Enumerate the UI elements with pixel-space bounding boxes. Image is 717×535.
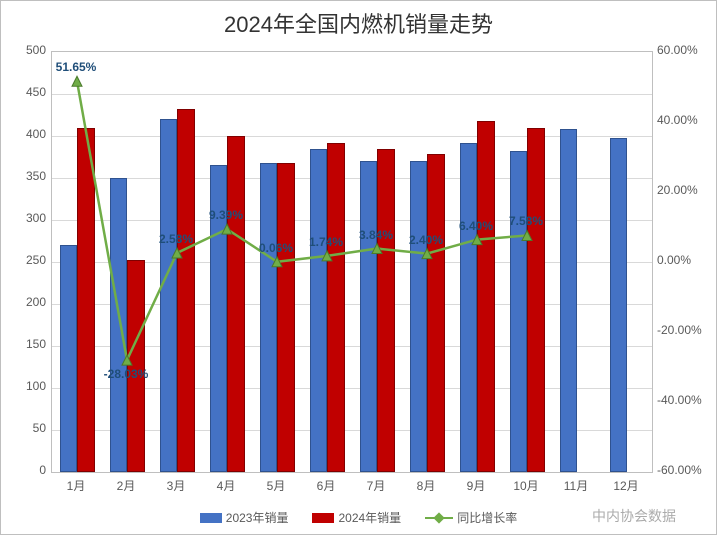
yoy-data-label: 6.40% <box>459 219 493 233</box>
yoy-marker <box>122 355 132 365</box>
yoy-data-label: 0.06% <box>259 241 293 255</box>
y-left-tick: 150 <box>11 337 46 351</box>
x-tick: 3月 <box>167 477 186 494</box>
yoy-marker <box>172 248 182 258</box>
x-tick: 2月 <box>117 477 136 494</box>
y-right-tick: 0.00% <box>657 253 691 267</box>
plot-area <box>51 51 653 473</box>
y-left-tick: 500 <box>11 43 46 57</box>
x-tick: 5月 <box>267 477 286 494</box>
x-tick: 12月 <box>613 477 638 494</box>
watermark: 中内协会数据 <box>592 506 676 526</box>
chart-title: 2024年全国内燃机销量走势 <box>1 7 716 39</box>
y-left-tick: 50 <box>11 421 46 435</box>
yoy-data-label: 2.58% <box>159 232 193 246</box>
legend-item-2023: 2023年销量 <box>200 509 289 526</box>
yoy-data-label: 9.39% <box>209 208 243 222</box>
y-right-tick: -40.00% <box>657 393 702 407</box>
yoy-data-label: 7.58% <box>509 214 543 228</box>
x-tick: 8月 <box>417 477 436 494</box>
yoy-data-label: 1.74% <box>309 235 343 249</box>
y-right-tick: 20.00% <box>657 183 698 197</box>
legend-label-yoy: 同比增长率 <box>457 509 517 526</box>
y-left-tick: 200 <box>11 295 46 309</box>
legend-item-yoy: 同比增长率 <box>425 509 517 526</box>
x-tick: 4月 <box>217 477 236 494</box>
y-left-tick: 250 <box>11 253 46 267</box>
yoy-data-label: 51.65% <box>56 60 97 74</box>
legend-swatch-2024 <box>312 513 334 523</box>
y-right-tick: 40.00% <box>657 113 698 127</box>
legend-swatch-2023 <box>200 513 222 523</box>
x-tick: 11月 <box>564 477 588 494</box>
y-left-tick: 400 <box>11 127 46 141</box>
legend-label-2023: 2023年销量 <box>226 509 289 526</box>
chart-container: 2024年全国内燃机销量走势 2023年销量 2024年销量 同比增长率 中内协… <box>0 0 717 535</box>
yoy-data-label: 3.84% <box>359 228 393 242</box>
y-left-tick: 450 <box>11 85 46 99</box>
y-right-tick: -60.00% <box>657 463 702 477</box>
yoy-marker <box>222 224 232 234</box>
x-tick: 7月 <box>367 477 386 494</box>
x-tick: 10月 <box>513 477 538 494</box>
yoy-marker <box>72 76 82 86</box>
y-left-tick: 300 <box>11 211 46 225</box>
x-tick: 6月 <box>317 477 336 494</box>
yoy-data-label: -28.03% <box>104 367 149 381</box>
x-tick: 9月 <box>467 477 486 494</box>
legend-marker-yoy <box>425 517 453 519</box>
x-tick: 1月 <box>67 477 86 494</box>
line-layer <box>52 52 652 472</box>
y-right-tick: -20.00% <box>657 323 702 337</box>
y-left-tick: 0 <box>11 463 46 477</box>
legend-item-2024: 2024年销量 <box>312 509 401 526</box>
y-left-tick: 100 <box>11 379 46 393</box>
y-right-tick: 60.00% <box>657 43 698 57</box>
y-left-tick: 350 <box>11 169 46 183</box>
legend-label-2024: 2024年销量 <box>338 509 401 526</box>
yoy-data-label: 2.40% <box>409 233 443 247</box>
